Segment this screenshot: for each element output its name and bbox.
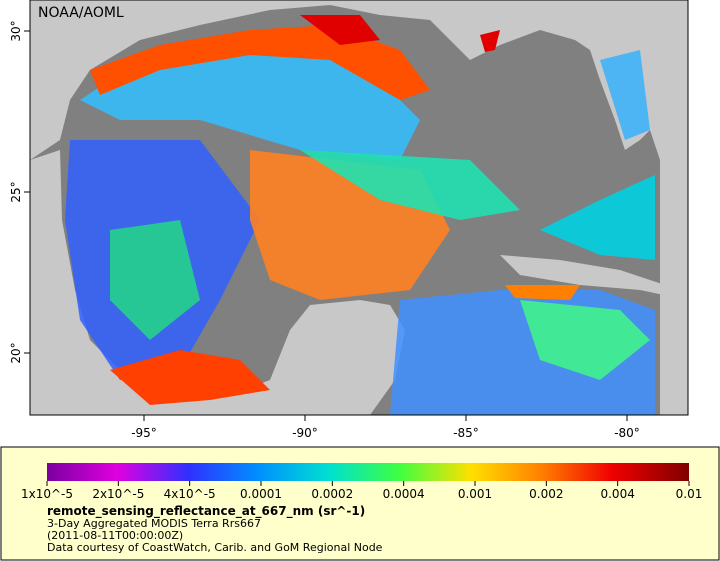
legend-tick-label: 2x10^-5 bbox=[92, 487, 144, 501]
land-mexico bbox=[30, 150, 405, 415]
legend-line: (2011-08-11T00:00:00Z) bbox=[47, 529, 183, 542]
data-patch bbox=[600, 50, 650, 140]
x-axis: -95° -90° -85° -80° bbox=[131, 415, 640, 440]
data-patch bbox=[540, 175, 655, 260]
variable-name: remote_sensing_reflectance_at_667_nm (sr… bbox=[47, 504, 365, 519]
data-patch bbox=[480, 30, 500, 52]
legend-tick-label: 0.01 bbox=[676, 487, 703, 501]
legend-tick-label: 0.0002 bbox=[311, 487, 353, 501]
x-tick-label: -85° bbox=[453, 426, 479, 440]
data-patch bbox=[110, 350, 270, 405]
legend-tick-label: 0.0001 bbox=[240, 487, 282, 501]
data-patch bbox=[300, 150, 520, 220]
legend-tick-label: 0.004 bbox=[600, 487, 634, 501]
legend-tick-label: 0.001 bbox=[458, 487, 492, 501]
legend-tick-label: 1x10^-5 bbox=[21, 487, 73, 501]
y-tick-label: 20° bbox=[9, 342, 23, 363]
y-tick-label: 30° bbox=[9, 20, 23, 41]
legend-ticks: 1x10^-5 2x10^-5 4x10^-5 0.0001 0.0002 0.0004 0… bbox=[21, 481, 702, 501]
legend-line: 3-Day Aggregated MODIS Terra Rrs667 bbox=[47, 517, 261, 530]
legend-tick-label: 0.002 bbox=[529, 487, 563, 501]
data-patch bbox=[505, 285, 580, 300]
x-tick-label: -90° bbox=[292, 426, 318, 440]
data-patch bbox=[80, 40, 420, 160]
y-axis: 30° 25° 20° bbox=[9, 20, 30, 364]
legend-tick-label: 4x10^-5 bbox=[164, 487, 216, 501]
data-patch bbox=[110, 220, 200, 340]
credit-box bbox=[35, 2, 125, 22]
x-tick-label: -95° bbox=[131, 426, 157, 440]
data-patch bbox=[300, 15, 380, 45]
color-bar bbox=[47, 463, 689, 481]
map-image bbox=[30, 0, 688, 415]
land-cuba bbox=[500, 255, 688, 300]
x-tick-label: -80° bbox=[614, 426, 640, 440]
legend-line: Data courtesy of CoastWatch, Carib. and … bbox=[47, 541, 383, 554]
map-frame bbox=[29, 0, 689, 416]
legend-tick-label: 0.0004 bbox=[383, 487, 425, 501]
land-east bbox=[640, 0, 688, 415]
data-patch bbox=[520, 300, 650, 380]
credit: NOAA/AOML bbox=[38, 5, 124, 21]
y-tick-label: 25° bbox=[9, 181, 23, 202]
